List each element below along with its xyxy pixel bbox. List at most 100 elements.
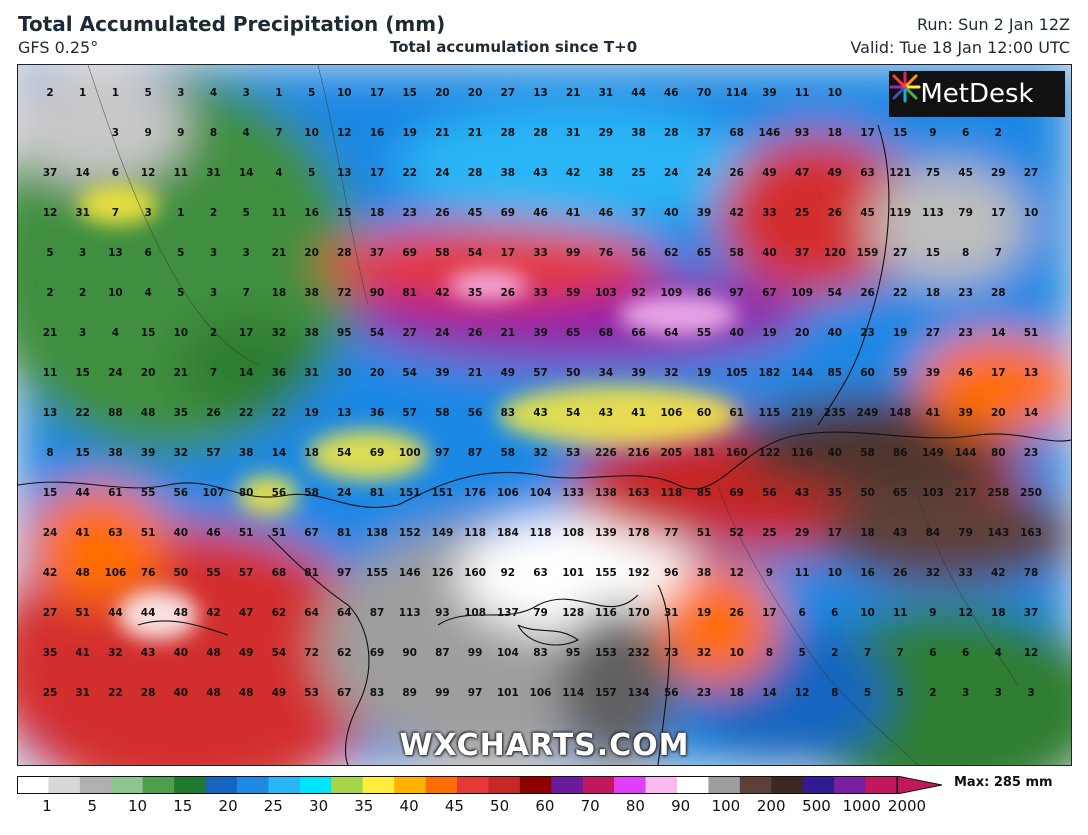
grid-value: 32 [272,327,287,339]
grid-value: 4 [210,87,217,99]
colorbar-cell [174,776,207,794]
grid-value: 35 [173,407,188,419]
grid-value: 99 [468,647,483,659]
grid-value: 151 [431,487,453,499]
grid-value: 35 [827,487,842,499]
grid-value: 163 [1020,527,1042,539]
grid-value: 54 [337,447,352,459]
grid-value: 54 [272,647,287,659]
grid-value: 149 [431,527,453,539]
colorbar-cell [551,776,584,794]
grid-value: 58 [860,447,875,459]
grid-value: 68 [729,127,744,139]
grid-value: 182 [758,367,780,379]
grid-value: 78 [1024,567,1039,579]
grid-value: 115 [758,407,780,419]
grid-value: 96 [664,567,679,579]
grid-value: 55 [141,487,156,499]
grid-value: 7 [243,287,250,299]
grid-value: 34 [599,367,614,379]
grid-value: 38 [304,327,319,339]
grid-value: 20 [304,247,319,259]
grid-value: 10 [173,327,188,339]
grid-value: 85 [697,487,712,499]
grid-value: 49 [272,687,287,699]
grid-value: 184 [497,527,519,539]
grid-value: 40 [173,687,188,699]
grid-value: 10 [827,567,842,579]
grid-value: 75 [926,167,941,179]
grid-value: 106 [497,487,519,499]
colorbar-cell [865,776,898,794]
grid-value: 30 [337,367,352,379]
grid-value: 121 [889,167,911,179]
grid-value: 12 [1024,647,1039,659]
grid-value: 3 [79,247,86,259]
grid-value: 38 [239,447,254,459]
grid-value: 48 [141,407,156,419]
grid-value: 12 [43,207,58,219]
grid-value: 40 [173,527,188,539]
grid-value: 31 [599,87,614,99]
grid-value: 69 [370,447,385,459]
grid-value: 83 [533,647,548,659]
grid-value: 28 [337,247,352,259]
grid-value: 37 [370,247,385,259]
grid-value: 51 [272,527,287,539]
grid-value: 33 [533,287,548,299]
grid-value: 23 [860,327,875,339]
grid-value: 26 [860,287,875,299]
precipitation-map[interactable]: 2 1 1 5 3 4 3 1 5 10 17 15 20 20 27 13 21 31 44 46 70 114 39 11… [17,64,1072,766]
grid-value: 6 [112,167,119,179]
grid-value: 15 [141,327,156,339]
grid-value: 97 [337,567,352,579]
grid-value: 51 [1024,327,1039,339]
grid-value: 99 [435,687,450,699]
grid-value: 11 [795,87,810,99]
grid-value: 29 [991,167,1006,179]
grid-value: 14 [1024,407,1039,419]
grid-value: 29 [795,527,810,539]
grid-value: 7 [995,247,1002,259]
grid-value: 137 [497,607,519,619]
grid-value: 14 [239,167,254,179]
grid-value: 53 [304,687,319,699]
grid-value: 28 [991,287,1006,299]
grid-value: 119 [889,207,911,219]
grid-value: 9 [929,127,936,139]
colorbar-border [17,776,898,794]
grid-value: 3 [144,207,151,219]
grid-value: 20 [795,327,810,339]
grid-value: 66 [631,327,646,339]
colorbar-cell [17,776,49,794]
grid-value: 5 [177,287,184,299]
colorbar-cell [268,776,301,794]
grid-value: 32 [697,647,712,659]
grid-value: 56 [468,407,483,419]
grid-value: 192 [628,567,650,579]
grid-value: 113 [922,207,944,219]
grid-value: 76 [599,247,614,259]
grid-value: 88 [108,407,123,419]
grid-value: 12 [141,167,156,179]
grid-value: 42 [435,287,450,299]
grid-value: 122 [758,447,780,459]
grid-value: 22 [893,287,908,299]
colorbar-tick-label: 10 [127,797,148,815]
grid-value: 4 [275,167,282,179]
grid-value: 60 [860,367,875,379]
grid-value: 3 [1027,687,1034,699]
colorbar-cell [425,776,458,794]
colorbar-tick-label: 500 [802,797,831,815]
colorbar-cell [79,776,112,794]
grid-value: 51 [239,527,254,539]
grid-value: 217 [955,487,977,499]
grid-value: 3 [177,87,184,99]
grid-value: 17 [370,87,385,99]
grid-value: 50 [566,367,581,379]
grid-value: 128 [562,607,584,619]
grid-value: 5 [897,687,904,699]
grid-value: 5 [144,87,151,99]
grid-value: 133 [562,487,584,499]
grid-value: 27 [402,327,417,339]
